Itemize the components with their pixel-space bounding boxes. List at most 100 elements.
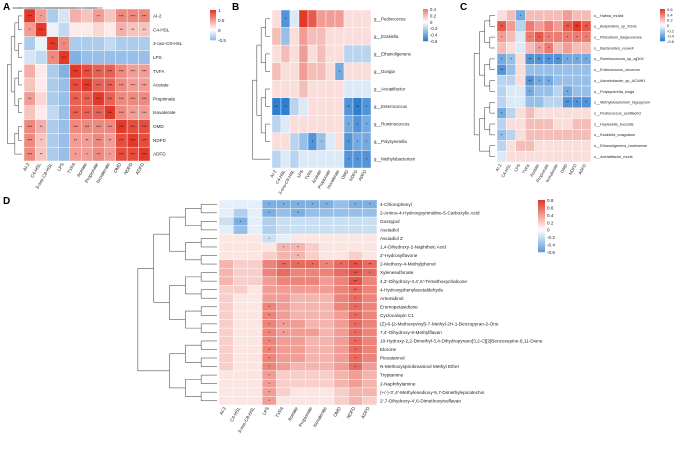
heatmap-cell-g-ethanoligenens-ndfd <box>352 44 363 63</box>
heatmap-cell-s-acetatifactor-muris-adfd <box>581 150 592 163</box>
legend-swatch <box>210 25 216 27</box>
heatmap-cell-ai-2-lps <box>58 8 71 24</box>
panel-label-c: C <box>460 2 467 13</box>
significance-mark: * <box>366 139 368 144</box>
significance-mark: * <box>312 202 314 207</box>
legend-swatch <box>660 18 665 20</box>
color-legend: 0.8 0.6 0.4 0.2 0 -0.2 -0.4 -0.6 <box>538 198 555 255</box>
col-label-adfd: ADFD <box>357 169 367 182</box>
significance-mark: *** <box>130 110 135 115</box>
heatmap-cell-s-acinetobacter-sp-acnih1-isovalerate <box>553 74 564 87</box>
color-legend: 1 0.5 0 -0.5 <box>210 8 226 43</box>
heatmap-cell-2-7-dihydroxy-4-6-dimethoxyisoflavan-propionate <box>304 396 320 406</box>
heatmap-cell-4-hydroxyphenylacetaldehyde-adfd <box>362 285 378 295</box>
heatmap-cell-s-enterococcus-cecorum-isovalerate <box>553 64 564 76</box>
legend-swatch <box>538 224 545 227</box>
heatmap-cell-acetate-c4-hsl <box>35 77 48 93</box>
heatmap-cell-2-naphthylamine-c4-hsl <box>233 379 248 389</box>
significance-mark: * <box>355 364 357 369</box>
heatmap-cell-s-enterococcus-cecorum-tvfa <box>525 64 535 76</box>
heatmap-cell-g-ethanoligenens-omd <box>343 44 354 63</box>
heatmap-cell-artemidinol-adfd <box>362 293 378 303</box>
significance-mark: * <box>283 330 285 335</box>
heatmap-cell-cyclocalopin-c1-isovalerate <box>319 310 335 320</box>
legend-swatch <box>423 27 428 29</box>
legend-swatch <box>423 20 428 23</box>
significance-mark: *** <box>96 82 101 87</box>
heatmap-cell-2-methoxy-4-methylphenol-3-oxo-c8-hsl <box>247 259 263 269</box>
row-label-propionate: Propionate <box>153 96 176 101</box>
heatmap-cell-asciadiol-z-3-oxo-c8-hsl <box>247 233 263 243</box>
significance-mark: *** <box>50 41 55 46</box>
row-label-g-polysynerella: g__Polysynerella <box>374 139 407 144</box>
heatmap-cell-tryptamine-3-oxo-c8-hsl <box>247 370 263 380</box>
legend-swatch <box>423 28 428 30</box>
heatmap-cell-2-amino-4-hydroxypyrimidine-5-carboxylic-acid-c4-hsl <box>233 208 248 218</box>
heatmap-cell-s-acetatifactor-muris-propionate <box>543 150 554 163</box>
row-label-ndfd: NDFD <box>153 138 166 143</box>
heatmap-cell-g-acetatifactor-propionate <box>325 80 336 98</box>
significance-mark: ** <box>500 24 504 29</box>
heatmap-cell-s-hoylesella-buccalis-c4-hsl <box>506 118 516 130</box>
legend-tick: 0 <box>430 20 433 25</box>
significance-mark: *** <box>73 96 78 101</box>
legend-tick: -0.6 <box>667 39 675 44</box>
legend-tick: -0.4 <box>667 34 675 39</box>
heatmap-cell-s-ethanoligenens-harbinense-propionate <box>543 140 554 152</box>
significance-mark: * <box>297 261 299 266</box>
heatmap-cell-s-acetatifactor-muris-tvfa <box>525 150 535 163</box>
legend-swatch <box>423 16 428 18</box>
col-label-adfd: ADFD <box>135 161 146 175</box>
significance-mark: * <box>355 355 357 360</box>
heatmap-cell-s-pediococcus-acidilactici-adfd <box>581 107 592 119</box>
legend-swatch <box>423 34 428 36</box>
heatmap-cell-xylenesulfonate-3-oxo-c8-hsl <box>247 268 263 278</box>
heatmap-cell-g-methylobacterium-tvfa <box>307 150 318 169</box>
heatmap-cell-3-oxo-c8-hsl-adfd <box>138 36 151 51</box>
significance-mark: * <box>576 100 578 105</box>
legend-swatch <box>210 16 216 18</box>
heatmap-cell-elorone-acetate <box>290 345 306 354</box>
heatmap-cell-lps-tvfa <box>69 50 82 65</box>
heatmap-cell-n-methoxyspirobrassinol-methyl-ether-adfd <box>362 362 378 372</box>
row-label-asciadiol-z: Asciadiol Z <box>380 236 403 241</box>
heatmap-cell-s-hoylesella-buccalis-omd <box>562 118 573 130</box>
row-label-4-chlorophenyl: 4-Chlorophenyl <box>380 202 412 207</box>
heatmap-cell-s-pediococcus-acidilactici-omd <box>562 107 573 119</box>
heatmap-cell-omd-lps <box>58 119 71 134</box>
heatmap-cell-piceatannol-ai-2 <box>218 353 234 363</box>
col-label-acetate: Acetate <box>529 162 541 177</box>
significance-mark: ** <box>547 56 551 61</box>
legend-swatch <box>423 33 428 35</box>
row-label-lps: LPS <box>153 55 162 60</box>
legend-swatch <box>210 37 216 39</box>
heatmap-cell-2-7-dihydroxy-4-6-dimethoxyisoflavan-ai-2 <box>218 396 234 406</box>
heatmap-cell-s-acetatifactor-muris-c4-hsl <box>506 150 516 163</box>
significance-mark: ** <box>557 56 561 61</box>
heatmap-cell-g-acetatifactor-3-oxo-c8-hsl <box>289 80 300 98</box>
significance-mark: ** <box>85 138 89 143</box>
col-label-adfd: ADFD <box>360 405 371 419</box>
significance-mark: *** <box>130 96 135 101</box>
significance-mark: *** <box>39 27 44 32</box>
significance-mark: * <box>529 35 531 40</box>
heatmap-cell-s-ethanoligenens-harbinense-ndfd <box>572 140 582 152</box>
heatmap-cell-1-4-dihydroxy-2-naphthoic-acid-lps <box>261 242 277 252</box>
significance-mark: *** <box>85 110 90 115</box>
legend-swatch <box>538 208 545 211</box>
heatmap-cell-artemidinol-propionate <box>304 293 320 303</box>
legend-swatch <box>660 37 665 40</box>
col-label-ai-2: AI-2 <box>218 406 227 416</box>
legend-swatch <box>538 203 545 206</box>
significance-mark: * <box>86 151 88 156</box>
heatmap-cell-piceatannol-omd <box>333 353 349 363</box>
heatmap-cell-s-ezakiella-coagulans-tvfa <box>525 129 535 141</box>
significance-mark: *** <box>142 110 147 115</box>
heatmap-cell-g-ezakiella-3-oxo-c8-hsl <box>289 27 300 46</box>
heatmap-cell-ai-2-3-oxo-c8-hsl <box>46 8 59 24</box>
row-label-elorone: Elorone <box>380 347 397 352</box>
heatmap-cell-2-7-dihydroxy-4-6-dimethoxyisoflavan-omd <box>333 396 349 406</box>
heatmap-cell-g-enterococcus-propionate <box>325 97 336 116</box>
significance-mark: ** <box>566 24 570 29</box>
heatmap-cell-s-rhizobium-daejeonense-lps <box>515 31 526 43</box>
